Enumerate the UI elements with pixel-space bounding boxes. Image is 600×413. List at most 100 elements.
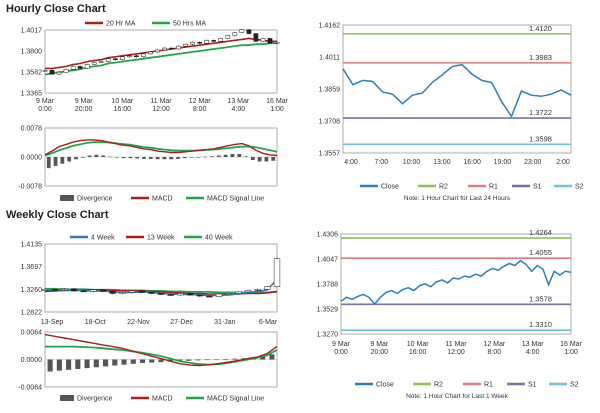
weekly_pivot-xtick-time-0: 0:00 [334, 349, 348, 356]
hourly_price-candle-17 [162, 47, 167, 51]
hourly-ma20-line [45, 37, 277, 70]
hourly_macd-signal-line [44, 141, 278, 157]
hourly-price-ytick-1: 1.3800 [21, 49, 43, 56]
hourly-pivot-legend-s2-label: S2 [575, 184, 584, 191]
weekly_pivot-level-label-r1: 1.4055 [529, 248, 552, 257]
hourly_pivot-level-label-r1: 1.3983 [529, 53, 552, 62]
hourly_price-candle-29 [246, 29, 252, 34]
weekly_macd-divergence-bar-3 [75, 359, 81, 369]
hourly_pivot-ytick-4: 1.3557 [319, 151, 341, 158]
hourly_macd-divergence-bar-10 [114, 157, 119, 158]
hourly_price-candle-0 [42, 70, 48, 72]
hourly_price-candle-25 [218, 38, 224, 42]
weekly_price-candle-23 [264, 286, 271, 290]
weekly-price-ytick-3: 1.2822 [21, 310, 43, 317]
hourly_price-candle-9 [105, 58, 111, 62]
hourly_macd-ytick-2: -0.0078 [18, 184, 42, 191]
weekly-price-xtick-4: 31-Jan [214, 319, 236, 326]
hourly-macd-legend-signal-label: MACD Signal Line [207, 196, 264, 203]
hourly_macd-divergence-bar-1 [53, 157, 58, 166]
weekly_pivot-ytick-0: 1.4306 [317, 232, 339, 239]
hourly_pivot-xtick-2: 10:00 [403, 159, 421, 166]
weekly_macd-divergence-bar-4 [84, 359, 90, 369]
weekly_pivot-ytick-2: 1.3788 [317, 282, 339, 289]
hourly_macd-divergence-bar-26 [223, 154, 228, 157]
hourly-price-xtick-1: 9 Mar [75, 98, 94, 105]
hourly_pivot-level-label-r2: 1.4120 [529, 24, 552, 33]
hourly-macd-legend-divergence-swatch [60, 195, 74, 201]
hourly_price-candle-22 [197, 42, 203, 44]
hourly_pivot-level-label-s1: 1.3722 [529, 108, 552, 117]
hourly_macd-divergence-bar-13 [135, 157, 140, 159]
hourly_macd-divergence-bar-11 [121, 157, 126, 159]
hourly_pivot-close-line [342, 63, 572, 119]
weekly_price-candle-19 [225, 293, 232, 295]
hourly_macd-divergence-bar-8 [101, 155, 106, 157]
weekly_pivot-xtick-5: 13 Mar [522, 341, 544, 348]
weekly_price-candle-16 [196, 294, 203, 297]
hourly_macd-divergence-bar-17 [162, 157, 167, 160]
hourly-chart-title: Hourly Close Chart [6, 3, 106, 15]
weekly-chart-title: Weekly Close Chart [6, 209, 109, 221]
weekly_price-candle-20 [235, 291, 242, 294]
weekly_price-candle-17 [206, 295, 213, 298]
hourly_price-candle-12 [127, 55, 132, 58]
hourly_macd-divergence-bar-29 [244, 156, 248, 157]
hourly_price-candle-32 [267, 38, 273, 44]
hourly_price-candle-19 [176, 45, 181, 50]
weekly_macd-divergence-bar-1 [56, 359, 62, 371]
hourly-price-xtick-time-2: 16:00 [114, 106, 132, 113]
hourly-price-xtick-0: 9 Mar [36, 98, 55, 105]
weekly_pivot-xtick-3: 11 Mar [445, 341, 467, 348]
hourly_price-candle-26 [225, 35, 231, 39]
hourly_price-candle-10 [112, 58, 118, 60]
hourly-macd-legend-divergence-label: Divergence [77, 196, 113, 203]
hourly-pivot-note: Note: 1 Hour Chart for Last 24 Hours [404, 195, 511, 202]
weekly_pivot-xtick-1: 9 Mar [370, 341, 389, 348]
hourly_pivot-level-label-s2: 1.3598 [529, 134, 552, 143]
hourly-legend-ma50-label: 50 Hrs MA [173, 21, 206, 28]
hourly-pivot-legend-r1-label: R1 [489, 184, 498, 191]
hourly_macd-divergence-bar-20 [182, 157, 187, 159]
weekly-legend-40week-label: 40 Week [205, 235, 233, 242]
weekly_macd-divergence-bar-18 [213, 359, 219, 361]
hourly-ma50-line [44, 42, 277, 76]
hourly_price-candle-15 [148, 51, 153, 55]
weekly-price-xtick-3: 27-Dec [170, 319, 193, 326]
hourly_pivot-xtick-3: 13:00 [433, 159, 451, 166]
hourly-price-xtick-time-0: 0:00 [38, 106, 52, 113]
hourly_price-candle-27 [232, 32, 238, 36]
weekly_pivot-xtick-2: 10 Mar [407, 341, 429, 348]
weekly_pivot-ytick-4: 1.3270 [317, 332, 339, 339]
hourly_price-candle-5 [77, 66, 83, 69]
hourly_macd-divergence-bar-5 [80, 157, 85, 158]
hourly-macd-legend-macd-label: MACD [152, 196, 173, 203]
weekly-price-xtick-2: 22-Nov [127, 319, 150, 326]
hourly_price-candle-28 [239, 29, 245, 33]
weekly-macd-legend-divergence-label: Divergence [77, 396, 113, 403]
weekly-legend-4week-label: 4 Week [91, 235, 115, 242]
hourly_price-candle-23 [204, 40, 210, 44]
hourly_pivot-ytick-3: 1.3708 [319, 119, 341, 126]
weekly_price-candle-9 [128, 290, 136, 293]
weekly_price-candle-21 [244, 290, 252, 293]
hourly_macd-divergence-bar-32 [264, 157, 269, 162]
hourly_pivot-xtick-5: 19:00 [494, 159, 512, 166]
weekly_pivot-xtick-time-4: 8:00 [488, 349, 502, 356]
weekly_macd-divergence-bar-10 [139, 359, 146, 363]
hourly_macd-divergence-bar-23 [203, 156, 208, 158]
weekly_pivot-level-label-s2: 1.3310 [529, 320, 552, 329]
weekly_price-candle-10 [138, 290, 145, 293]
weekly_macd-signal-line [45, 345, 278, 366]
hourly_price-candle-7 [91, 62, 97, 65]
hourly_pivot-xtick-6: 23:00 [524, 159, 542, 166]
hourly-pivot-legend-r2-label: R2 [439, 184, 448, 191]
hourly_macd-divergence-bar-7 [94, 154, 99, 157]
hourly_macd-divergence-bar-31 [257, 157, 262, 162]
hourly_macd-divergence-bar-21 [189, 157, 194, 158]
hourly_macd-divergence-bar-16 [155, 157, 160, 160]
weekly_price-candle-7 [109, 291, 116, 294]
weekly_pivot-level-label-s1: 1.3578 [529, 294, 552, 303]
hourly_macd-ytick-0: 0.0078 [21, 126, 43, 133]
